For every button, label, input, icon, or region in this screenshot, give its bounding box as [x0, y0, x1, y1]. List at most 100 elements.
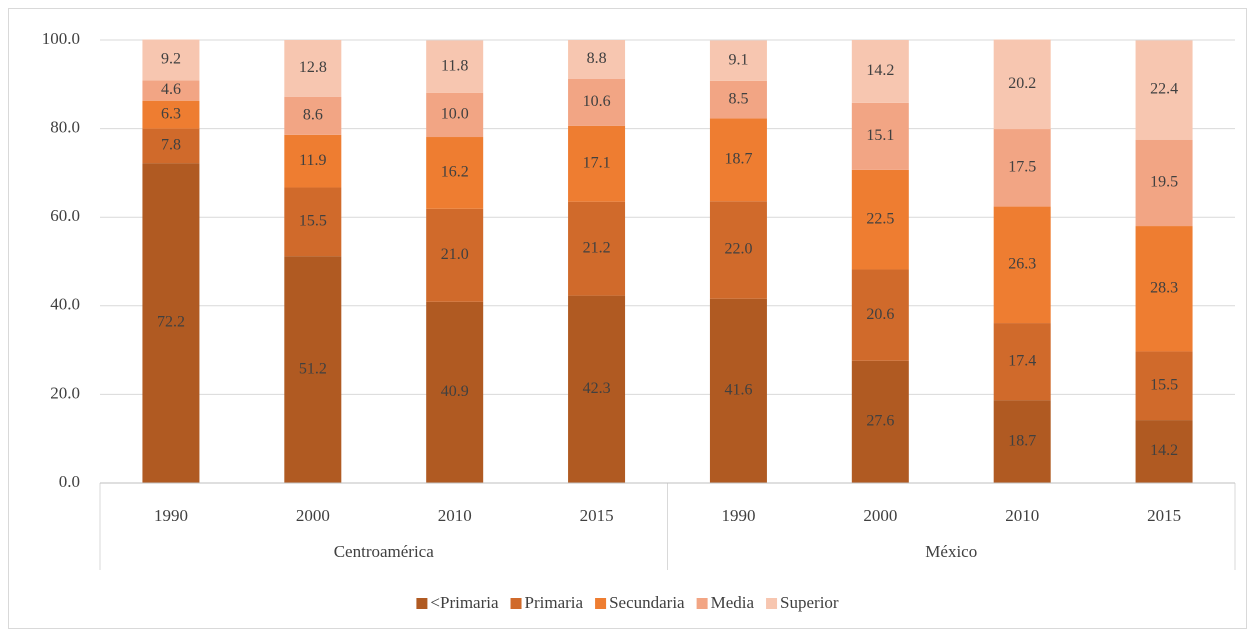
data-label: 28.3 [1150, 279, 1178, 296]
data-label: 11.9 [299, 152, 326, 169]
data-label: 19.5 [1150, 174, 1178, 191]
bar-segment [993, 206, 1051, 324]
data-label: 42.3 [583, 380, 611, 397]
data-label: 22.5 [866, 210, 894, 227]
bar-segment [851, 102, 909, 170]
bar-segment [1135, 420, 1193, 483]
data-label: 14.2 [1150, 442, 1178, 459]
bar-segment [709, 40, 767, 81]
data-label: 18.7 [1008, 432, 1036, 449]
legend-swatch [595, 598, 607, 609]
data-label: 10.0 [441, 106, 469, 123]
bar-segment [142, 163, 200, 484]
bar-segment [851, 169, 909, 270]
bar-segment [1135, 40, 1193, 140]
bar-segment [1135, 139, 1193, 227]
bar-segment [851, 40, 909, 103]
bar-segment [709, 80, 767, 119]
bar-segment [709, 201, 767, 299]
data-label: 41.6 [724, 382, 752, 399]
data-label: 22.0 [724, 241, 752, 258]
data-label: 21.0 [441, 246, 469, 263]
bar-segment [851, 269, 909, 361]
bar-segment [284, 96, 342, 135]
legend-label: Primaria [525, 593, 584, 612]
data-label: 14.2 [866, 62, 894, 79]
legend-swatch [696, 598, 708, 609]
y-tick-label: 40.0 [50, 295, 80, 314]
data-label: 15.5 [1150, 376, 1178, 393]
bar-segment [284, 134, 342, 188]
data-label: 18.7 [724, 151, 752, 168]
data-label: 7.8 [161, 137, 181, 154]
legend-label: Secundaria [609, 593, 685, 612]
legend-label: <Primaria [430, 593, 499, 612]
bar-segment [284, 256, 342, 483]
data-label: 11.8 [441, 57, 468, 74]
bar-segment [851, 360, 909, 483]
bar-segment [709, 298, 767, 483]
bar-segment [709, 118, 767, 202]
data-label: 6.3 [161, 105, 181, 122]
bar-segment [426, 301, 484, 483]
bar-segment [426, 92, 484, 138]
legend-swatch [766, 598, 778, 609]
bar-segment [568, 40, 626, 79]
data-label: 27.6 [866, 413, 894, 430]
y-tick-label: 80.0 [50, 118, 80, 137]
bar-segment [1135, 226, 1193, 352]
data-label: 22.4 [1150, 81, 1178, 98]
legend-label: Superior [780, 593, 839, 612]
data-label: 20.6 [866, 306, 894, 323]
data-label: 8.8 [587, 50, 607, 67]
bar-segment [142, 128, 200, 164]
data-label: 16.2 [441, 164, 469, 181]
bar-segment [426, 137, 484, 209]
bar-segment [568, 295, 626, 483]
data-label: 17.4 [1008, 352, 1036, 369]
data-label: 10.6 [583, 93, 611, 110]
y-tick-label: 100.0 [42, 29, 80, 48]
data-label: 17.1 [583, 154, 611, 171]
bar-segment [142, 80, 200, 101]
data-label: 9.1 [728, 51, 748, 68]
bar-segment [426, 208, 484, 302]
data-label: 26.3 [1008, 255, 1036, 272]
data-label: 15.1 [866, 127, 894, 144]
data-label: 15.5 [299, 213, 327, 230]
bar-segment [993, 129, 1051, 207]
data-label: 51.2 [299, 360, 327, 377]
bar-segment [284, 40, 342, 97]
bar-segment [568, 78, 626, 126]
data-label: 72.2 [157, 314, 185, 331]
bar-segment [993, 400, 1051, 483]
data-label: 20.2 [1008, 75, 1036, 92]
x-tick-label: 2010 [438, 506, 472, 525]
group-label: México [925, 542, 977, 561]
bar-segment [1135, 351, 1193, 421]
y-tick-label: 20.0 [50, 383, 80, 402]
data-label: 9.2 [161, 51, 181, 68]
group-label: Centroamérica [334, 542, 435, 561]
legend-swatch [510, 598, 522, 609]
data-label: 17.5 [1008, 158, 1036, 175]
x-tick-label: 1990 [154, 506, 188, 525]
bar-segment [426, 40, 484, 93]
x-tick-label: 2010 [1005, 506, 1039, 525]
data-label: 8.6 [303, 106, 323, 123]
x-tick-label: 1990 [721, 506, 755, 525]
bar-segment [142, 39, 200, 81]
bar-segment [568, 125, 626, 202]
data-label: 12.8 [299, 59, 327, 76]
bar-segment [993, 39, 1051, 130]
bar-segment [993, 323, 1051, 401]
legend-swatch [416, 598, 428, 609]
x-tick-label: 2015 [1147, 506, 1181, 525]
data-label: 8.5 [728, 90, 748, 107]
x-tick-label: 2015 [580, 506, 614, 525]
data-label: 40.9 [441, 383, 469, 400]
y-tick-label: 0.0 [59, 472, 80, 491]
bar-segment [284, 187, 342, 257]
bar-segment [568, 201, 626, 296]
